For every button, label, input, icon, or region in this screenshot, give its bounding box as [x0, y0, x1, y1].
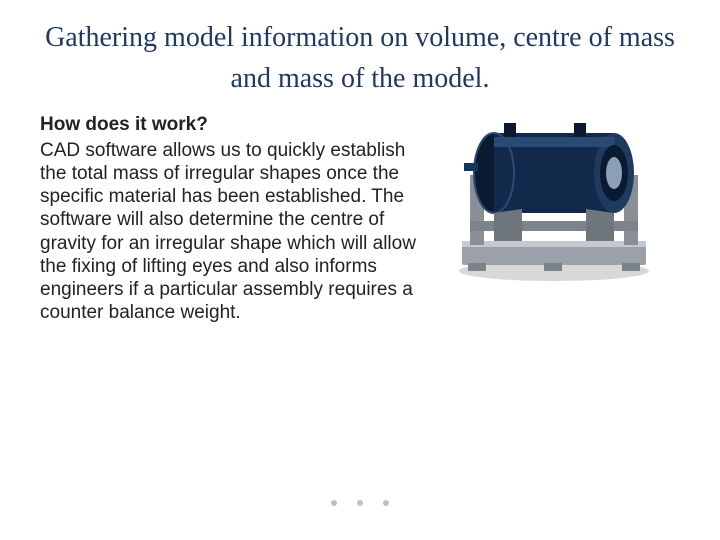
pager-dot: [357, 500, 363, 506]
slide-title: Gathering model information on volume, c…: [40, 18, 680, 99]
pager-dot: [383, 500, 389, 506]
content-row: How does it work? CAD software allows us…: [40, 113, 680, 324]
pager-dots: [331, 500, 389, 506]
subheading: How does it work?: [40, 113, 430, 137]
slide: Gathering model information on volume, c…: [0, 0, 720, 540]
body-paragraph: CAD software allows us to quickly establ…: [40, 139, 430, 324]
industrial-machine-image: [444, 113, 664, 283]
image-column: [444, 113, 680, 283]
pager-dot: [331, 500, 337, 506]
text-column: How does it work? CAD software allows us…: [40, 113, 430, 324]
